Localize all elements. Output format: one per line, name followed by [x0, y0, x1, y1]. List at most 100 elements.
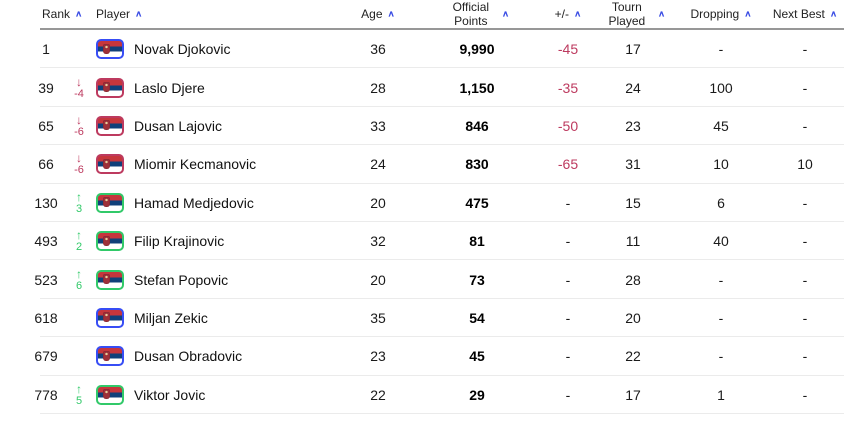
- age-value: 32: [370, 233, 386, 250]
- player-name: Dusan Lajovic: [134, 117, 222, 134]
- tourn-played-value: 15: [625, 194, 641, 211]
- column-header-plus-minus[interactable]: +/- ∧: [546, 7, 590, 22]
- table-row[interactable]: 523 ↑ ↓ 6 Stefan Popovic 20 73 - 28 - -: [0, 260, 854, 300]
- tourn-played-value: 24: [625, 79, 641, 96]
- serbia-coat-of-arms-icon: [103, 350, 110, 361]
- player-cell: Viktor Jovic: [96, 384, 348, 405]
- next-best-value: -: [802, 233, 808, 250]
- age-value: 20: [370, 194, 386, 211]
- official-points-value: 81: [469, 233, 485, 250]
- dropping-value: 100: [709, 79, 733, 96]
- rank-value: 618: [34, 309, 58, 326]
- serbia-flag-icon: [96, 39, 124, 60]
- column-header-official-points[interactable]: Official Points ∧: [408, 0, 546, 29]
- rank-value: 778: [34, 386, 58, 403]
- dropping-value: 10: [713, 156, 729, 173]
- plus-minus-value: -: [565, 386, 571, 403]
- player-name: Viktor Jovic: [134, 386, 206, 403]
- tourn-played-value: 17: [625, 386, 641, 403]
- serbia-flag-icon: [96, 307, 124, 328]
- dropping-value: -: [718, 271, 724, 288]
- serbia-coat-of-arms-icon: [103, 312, 110, 323]
- table-row[interactable]: 618 ↑ ↓ Miljan Zekic 35 54 - 20 - -: [0, 299, 854, 338]
- plus-minus-value: -35: [557, 79, 579, 96]
- rank-movement: ↑ ↓ 6: [62, 268, 96, 292]
- player-cell: Novak Djokovic: [96, 39, 348, 60]
- official-points-value: 9,990: [459, 41, 495, 58]
- column-header-next-best[interactable]: Next Best ∧: [766, 7, 844, 22]
- sort-caret-icon: ∧: [744, 9, 752, 20]
- serbia-coat-of-arms-icon: [103, 197, 110, 208]
- serbia-coat-of-arms-icon: [103, 235, 110, 246]
- table-row[interactable]: 130 ↑ ↓ 3 Hamad Medjedovic 20 475 - 15 6…: [0, 184, 854, 223]
- movement-value: 3: [75, 202, 83, 215]
- plus-minus-value: -65: [557, 156, 579, 173]
- plus-minus-value: -: [565, 271, 571, 288]
- serbia-flag-icon: [96, 192, 124, 213]
- up-arrow-icon: ↑: [76, 266, 82, 281]
- serbia-flag-icon: [96, 77, 124, 98]
- tourn-played-value: 31: [625, 156, 641, 173]
- rank-movement: ↑ ↓ 2: [62, 229, 96, 253]
- age-value: 24: [370, 156, 386, 173]
- up-arrow-icon: ↑: [76, 228, 82, 243]
- player-cell: Laslo Djere: [96, 77, 348, 98]
- serbia-flag-icon: [96, 231, 124, 252]
- official-points-header-label: Official Points: [452, 0, 490, 28]
- serbia-flag-icon: [96, 115, 124, 136]
- next-best-value: -: [802, 348, 808, 365]
- table-row[interactable]: 1 ↑ ↓ Novak Djokovic 36 9,990 -45 17 - -: [0, 30, 854, 69]
- rank-movement: ↑ ↓ 5: [62, 383, 96, 407]
- plus-minus-value: -: [565, 348, 571, 365]
- movement-value: -6: [74, 164, 84, 177]
- rank-value: 523: [34, 271, 58, 288]
- up-arrow-icon: ↑: [76, 189, 82, 204]
- table-row[interactable]: 39 ↑ ↓ -4 Laslo Djere 28 1,150 -35 24 10…: [0, 68, 854, 108]
- player-name: Miomir Kecmanovic: [134, 156, 257, 173]
- rank-movement: ↑ ↓ -6: [62, 114, 96, 138]
- player-name: Dusan Obradovic: [134, 348, 243, 365]
- next-best-value: -: [802, 117, 808, 134]
- rank-header-label: Rank: [42, 7, 71, 22]
- tourn-played-value: 23: [625, 117, 641, 134]
- tourn-played-value: 28: [625, 271, 641, 288]
- next-best-value: -: [802, 386, 808, 403]
- plus-minus-value: -45: [557, 41, 579, 58]
- tourn-played-value: 20: [625, 309, 641, 326]
- plus-minus-value: -: [565, 309, 571, 326]
- dropping-value: 45: [713, 117, 729, 134]
- table-row[interactable]: 679 ↑ ↓ Dusan Obradovic 23 45 - 22 - -: [0, 337, 854, 376]
- rank-movement: ↑ ↓ 3: [62, 191, 96, 215]
- next-best-value: -: [802, 79, 808, 96]
- table-row[interactable]: 493 ↑ ↓ 2 Filip Krajinovic 32 81 - 11 40…: [0, 222, 854, 261]
- serbia-coat-of-arms-icon: [103, 274, 110, 285]
- table-row[interactable]: 65 ↑ ↓ -6 Dusan Lajovic 33 846 -50 23 45…: [0, 107, 854, 146]
- table-row[interactable]: 66 ↑ ↓ -6 Miomir Kecmanovic 24 830 -65 3…: [0, 145, 854, 184]
- serbia-coat-of-arms-icon: [103, 389, 110, 400]
- movement-value: -4: [74, 87, 84, 100]
- table-row[interactable]: 778 ↑ ↓ 5 Viktor Jovic 22 29 - 17 1 -: [0, 376, 854, 415]
- rank-value: 679: [34, 348, 58, 365]
- tourn-played-value: 11: [625, 233, 641, 250]
- player-header-label: Player: [96, 7, 131, 22]
- tourn-played-value: 17: [625, 41, 641, 58]
- down-arrow-icon: ↓: [76, 151, 82, 166]
- serbia-coat-of-arms-icon: [103, 43, 110, 54]
- table-header-row: Rank ∧ Player ∧ Age ∧ Official Points ∧ …: [0, 0, 854, 30]
- official-points-value: 475: [465, 194, 489, 211]
- column-header-dropping[interactable]: Dropping ∧: [676, 7, 766, 22]
- player-cell: Miomir Kecmanovic: [96, 154, 348, 175]
- player-cell: Dusan Lajovic: [96, 115, 348, 136]
- column-header-tourn-played[interactable]: Tourn Played ∧: [590, 0, 676, 29]
- rank-value: 130: [34, 194, 58, 211]
- column-header-rank[interactable]: Rank ∧: [30, 7, 96, 22]
- movement-value: 2: [75, 241, 83, 254]
- movement-value: -6: [74, 125, 84, 138]
- rank-value: 65: [38, 117, 54, 134]
- column-header-player[interactable]: Player ∧: [96, 7, 348, 22]
- plus-minus-header-label: +/-: [554, 7, 569, 22]
- age-value: 35: [370, 309, 386, 326]
- column-header-age[interactable]: Age ∧: [348, 7, 408, 22]
- age-value: 28: [370, 79, 386, 96]
